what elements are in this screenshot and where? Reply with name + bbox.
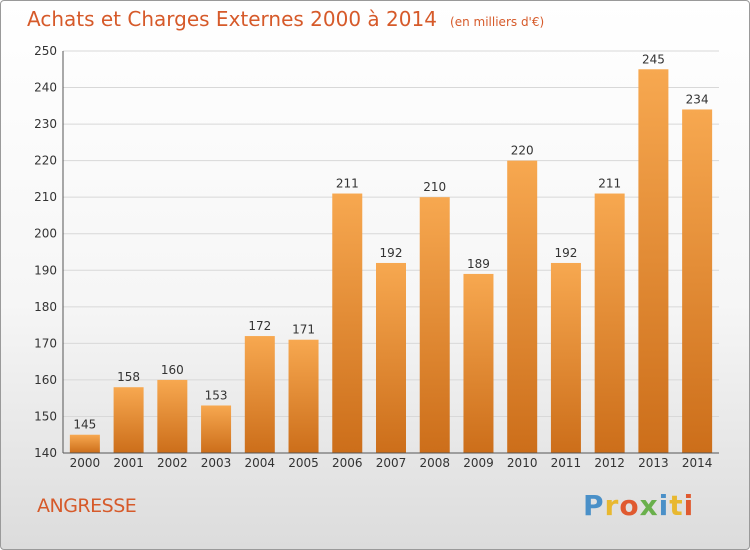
bar xyxy=(69,434,100,453)
data-label: 172 xyxy=(248,319,271,333)
logo-letter: t xyxy=(669,489,684,522)
y-tick-label: 160 xyxy=(34,373,57,387)
unit-note: (en milliers d'€) xyxy=(450,15,545,29)
x-tick-label: 2008 xyxy=(419,456,450,470)
chart-title-block: Achats et Charges Externes 2000 à 2014 (… xyxy=(27,7,544,31)
x-tick-label: 2002 xyxy=(157,456,188,470)
x-tick-label: 2000 xyxy=(70,456,101,470)
logo-letter: P xyxy=(583,489,605,522)
bar xyxy=(201,405,232,453)
y-tick-label: 220 xyxy=(34,154,57,168)
data-label: 158 xyxy=(117,370,140,384)
x-tick-label: 2004 xyxy=(245,456,276,470)
bar xyxy=(157,379,188,453)
commune-name: ANGRESSE xyxy=(37,495,137,517)
y-tick-label: 240 xyxy=(34,81,57,95)
data-labels: 145 158 160 153 172 171 211 192 210 189 220 192 211 2… xyxy=(73,52,708,431)
data-label: 210 xyxy=(423,180,446,194)
y-tick-label: 180 xyxy=(34,300,57,314)
bar xyxy=(113,387,144,453)
y-tick-labels: 140 150 160 170 180 190 200 210 220 230 240 250 xyxy=(34,44,57,460)
bar xyxy=(244,336,275,453)
data-label: 220 xyxy=(511,144,534,158)
y-tick-label: 170 xyxy=(34,336,57,350)
logo-letter: x xyxy=(639,489,659,522)
x-tick-label: 2014 xyxy=(682,456,713,470)
data-label: 211 xyxy=(336,177,359,191)
x-tick-label: 2006 xyxy=(332,456,363,470)
x-tick-label: 2013 xyxy=(638,456,669,470)
logo-letter: i xyxy=(658,489,670,522)
bar xyxy=(507,160,538,454)
data-label: 160 xyxy=(161,363,184,377)
x-tick-label: 2007 xyxy=(376,456,407,470)
y-tick-label: 200 xyxy=(34,227,57,241)
y-tick-label: 190 xyxy=(34,263,57,277)
chart-title: Achats et Charges Externes 2000 à 2014 xyxy=(27,7,437,31)
data-label: 192 xyxy=(554,246,577,260)
data-label: 171 xyxy=(292,323,315,337)
data-label: 153 xyxy=(205,388,228,402)
data-label: 189 xyxy=(467,257,490,271)
x-tick-label: 2010 xyxy=(507,456,538,470)
proxiti-logo: Proxiti xyxy=(583,489,694,522)
x-tick-label: 2005 xyxy=(288,456,319,470)
y-tick-label: 140 xyxy=(34,446,57,460)
bar xyxy=(638,69,669,453)
data-label: 245 xyxy=(642,52,665,66)
x-tick-label: 2003 xyxy=(201,456,232,470)
bar xyxy=(419,197,450,453)
x-tick-label: 2011 xyxy=(551,456,582,470)
bar xyxy=(594,193,625,453)
bar xyxy=(550,262,581,453)
bar xyxy=(682,109,713,454)
x-tick-label: 2012 xyxy=(594,456,625,470)
data-label: 145 xyxy=(73,418,96,432)
logo-letter: o xyxy=(619,489,640,522)
x-tick-labels: 2000 2001 2002 2003 2004 2005 2006 2007 2008 2009… xyxy=(70,456,713,470)
bar xyxy=(288,339,319,453)
bar xyxy=(376,262,406,453)
logo-letter: r xyxy=(604,489,620,522)
data-label: 192 xyxy=(380,246,403,260)
y-tick-label: 210 xyxy=(34,190,57,204)
x-tick-label: 2009 xyxy=(463,456,494,470)
bar xyxy=(332,193,363,453)
data-label: 234 xyxy=(686,92,709,106)
data-label: 211 xyxy=(598,177,621,191)
y-tick-label: 150 xyxy=(34,409,57,423)
logo-letter: i xyxy=(683,489,695,522)
y-tick-label: 250 xyxy=(34,44,57,58)
bar xyxy=(463,273,494,453)
x-tick-label: 2001 xyxy=(113,456,144,470)
bars xyxy=(69,69,713,454)
axes xyxy=(62,51,719,454)
y-tick-label: 230 xyxy=(34,117,57,131)
